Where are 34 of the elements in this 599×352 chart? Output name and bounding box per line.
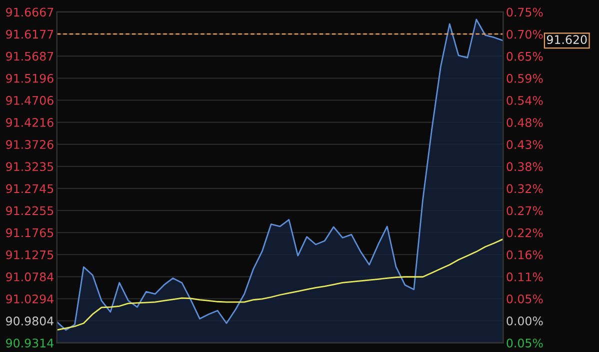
y2-tick-label: 0.05%	[506, 294, 543, 304]
y-tick-label: 91.6667	[6, 8, 54, 17]
y2-tick-label: 0.11%	[506, 272, 543, 282]
y2-tick-label: 0.32%	[506, 184, 543, 194]
y-tick-label: 91.5687	[6, 52, 54, 61]
y2-tick-label: 0.54%	[506, 96, 543, 105]
y-tick-label: 91.4706	[6, 96, 54, 105]
y2-tick-label: 0.59%	[506, 74, 543, 83]
y-tick-label: 90.9314	[6, 338, 54, 348]
y2-tick-label: 0.48%	[506, 118, 543, 127]
y2-tick-label: 0.00%	[506, 316, 543, 326]
y-tick-label: 91.3726	[6, 140, 54, 149]
y-tick-label: 91.0784	[6, 272, 54, 282]
y-tick-label: 91.1765	[6, 228, 54, 238]
y-tick-label: 91.4216	[6, 118, 54, 127]
y-tick-label: 91.3235	[6, 162, 54, 172]
y2-tick-label: 0.05%	[506, 338, 543, 348]
y-tick-label: 91.5196	[6, 74, 54, 83]
y-tick-label: 91.2745	[6, 184, 54, 194]
y2-tick-label: 0.22%	[506, 228, 543, 238]
y2-tick-label: 0.43%	[506, 140, 543, 150]
y2-tick-label: 0.16%	[506, 250, 543, 260]
y2-tick-label: 0.38%	[506, 162, 543, 172]
y-tick-label: 91.0294	[6, 294, 54, 304]
y2-tick-label: 0.65%	[506, 52, 543, 61]
y2-tick-label: 0.70%	[506, 30, 543, 39]
y-tick-label: 91.2255	[6, 206, 54, 216]
text: 91.620	[546, 35, 587, 44]
y2-tick-label: 0.27%	[506, 206, 543, 216]
line-series	[56, 238, 504, 331]
y2-tick-label: 0.75%	[506, 8, 543, 17]
y-tick-label: 91.6177	[6, 30, 54, 39]
y-tick-label: 91.1275	[6, 250, 54, 260]
y-tick-label: 90.9804	[6, 316, 54, 326]
